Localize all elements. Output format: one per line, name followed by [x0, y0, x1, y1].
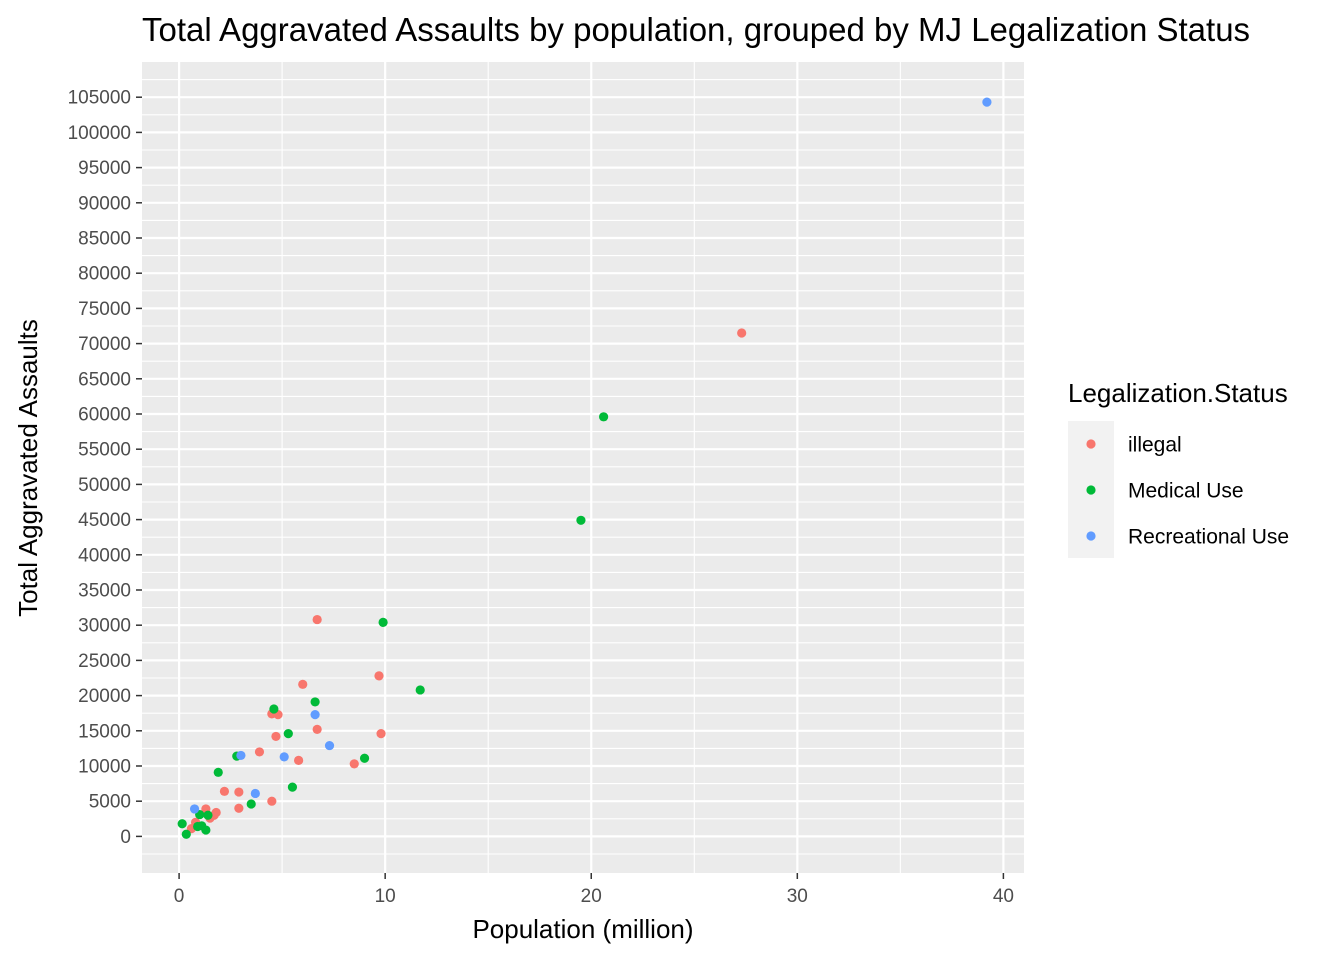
data-point: [287, 782, 298, 792]
data-point: [254, 747, 265, 757]
y-tick-label: 105000: [68, 88, 131, 109]
legend-key: [1086, 439, 1096, 449]
data-point: [737, 328, 747, 338]
data-point: [271, 731, 281, 742]
series-recreational-use: [189, 97, 992, 814]
y-tick-label: 55000: [78, 440, 131, 461]
y-tick-label: 65000: [78, 369, 131, 390]
x-tick-label: 40: [993, 886, 1014, 907]
data-point: [378, 617, 388, 627]
y-tick-label: 20000: [78, 686, 131, 707]
y-axis: 0 5000 10000 15000 20000 25000 30000 35000 40000…: [68, 88, 142, 848]
panel-background: [142, 62, 1024, 873]
x-tick-label: 10: [375, 886, 396, 907]
y-tick-label: 15000: [78, 721, 131, 742]
series-medical-use: [177, 412, 609, 839]
y-tick-label: 10000: [78, 756, 131, 777]
y-tick-label: 95000: [78, 158, 131, 179]
data-point: [283, 729, 293, 739]
y-tick-label: 50000: [78, 475, 131, 496]
data-point: [211, 807, 221, 818]
legend-label: Recreational Use: [1128, 526, 1289, 549]
data-point: [312, 724, 322, 734]
data-point: [310, 710, 320, 720]
data-point: [213, 767, 223, 777]
x-axis: 0 10 20 30 40: [174, 873, 1014, 907]
y-tick-label: 45000: [78, 510, 131, 531]
data-point: [203, 810, 213, 820]
x-tick-label: 0: [174, 886, 185, 907]
y-tick-label: 40000: [78, 545, 131, 566]
legend-title: Legalization.Status: [1068, 378, 1288, 408]
x-tick-label: 20: [581, 886, 602, 907]
data-point: [298, 679, 308, 689]
y-tick-label: 5000: [89, 792, 131, 813]
data-point: [294, 755, 304, 765]
y-tick-label: 25000: [78, 651, 131, 672]
data-point: [246, 799, 256, 809]
data-point: [599, 412, 609, 422]
data-point: [267, 796, 277, 806]
legend-label: illegal: [1128, 434, 1182, 457]
data-point: [181, 829, 191, 839]
y-tick-label: 0: [120, 827, 131, 848]
legend-key: [1086, 485, 1096, 495]
y-axis-title: Total Aggravated Assaults: [13, 319, 43, 617]
x-axis-title: Population (million): [472, 914, 693, 944]
legend-key: [1086, 531, 1096, 541]
data-point: [982, 97, 992, 107]
x-tick-label: 30: [787, 886, 808, 907]
y-tick-label: 90000: [78, 193, 131, 214]
y-tick-label: 60000: [78, 404, 131, 425]
data-point: [310, 697, 320, 707]
chart-title: Total Aggravated Assaults by population,…: [142, 11, 1250, 48]
series-illegal: [186, 328, 747, 834]
data-point: [376, 729, 386, 739]
y-tick-label: 85000: [78, 228, 131, 249]
legend: Legalization.Status illegal Medical Use Re…: [1068, 378, 1289, 558]
data-point: [189, 804, 200, 814]
data-point: [312, 614, 322, 625]
y-tick-label: 75000: [78, 299, 131, 320]
data-point: [374, 671, 384, 681]
data-point: [324, 740, 335, 751]
y-tick-label: 80000: [78, 264, 131, 285]
grid-lines: [142, 62, 1024, 873]
data-point: [576, 515, 586, 525]
y-tick-label: 70000: [78, 334, 131, 355]
data-point: [219, 786, 230, 796]
legend-label: Medical Use: [1128, 480, 1244, 503]
y-tick-label: 100000: [68, 123, 131, 144]
data-point: [177, 819, 187, 829]
data-point: [234, 787, 244, 797]
data-points: [177, 97, 992, 839]
data-point: [279, 752, 289, 762]
data-point: [236, 750, 246, 761]
data-point: [415, 685, 425, 695]
data-point: [201, 825, 211, 835]
data-point: [349, 759, 359, 769]
data-point: [269, 704, 279, 714]
data-point: [250, 788, 260, 799]
y-tick-label: 30000: [78, 616, 131, 637]
y-tick-label: 35000: [78, 580, 131, 601]
plot-panel: [142, 62, 1024, 873]
data-point: [359, 753, 370, 763]
data-point: [234, 803, 244, 813]
